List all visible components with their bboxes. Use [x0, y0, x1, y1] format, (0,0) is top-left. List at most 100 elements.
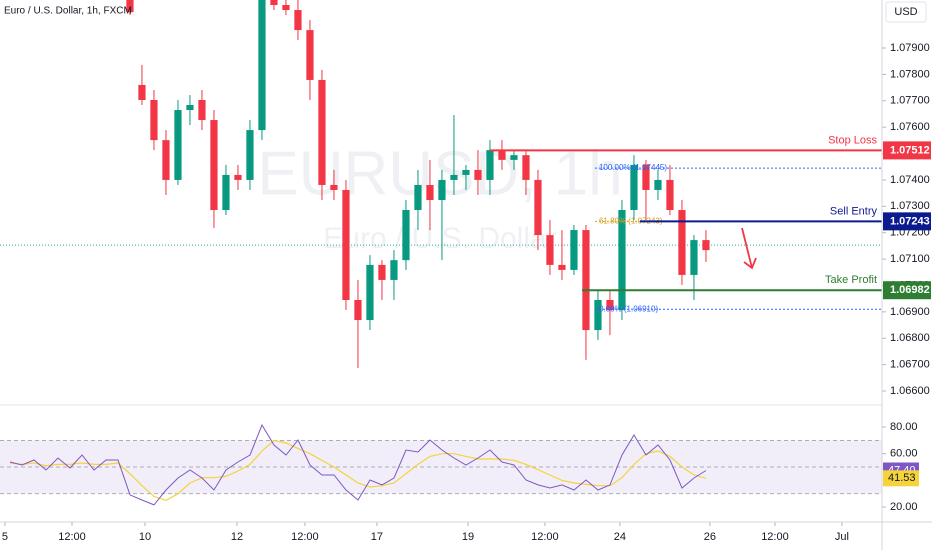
candle-body [138, 84, 146, 100]
x-tick-label: 24 [614, 531, 626, 543]
candle-body [258, 0, 266, 131]
candle-body [510, 155, 518, 160]
y-tick-label: 1.07800 [890, 68, 930, 80]
fib-label: 61.80% (1.07243) [599, 216, 663, 225]
candle-body [570, 230, 578, 270]
candle-body [534, 179, 542, 236]
title-bg [0, 0, 120, 22]
candle-body [414, 184, 422, 211]
axes: 1.066001.067001.068001.069001.070001.071… [2, 42, 931, 543]
fib-label: 100.00% (1.07445) [599, 163, 667, 172]
y-tick-label: 1.07300 [890, 200, 930, 212]
candle-body [666, 179, 674, 211]
candle-body [126, 0, 134, 13]
level-value: 1.07243 [890, 215, 930, 227]
watermark-name: Euro / U.S. Dollar [323, 222, 556, 255]
y-tick-label: 1.07100 [890, 253, 930, 265]
candle-body [282, 5, 290, 11]
candle-body [558, 264, 566, 270]
candle-body [486, 150, 494, 180]
chart-title: Euro / U.S. Dollar, 1h, FXCM [4, 6, 132, 17]
currency-box[interactable] [885, 1, 927, 23]
candle-body [162, 140, 170, 180]
candle-body [330, 184, 338, 190]
candle-body [294, 10, 302, 31]
x-tick-label: 10 [139, 531, 151, 543]
candle-body [522, 155, 530, 180]
candle-body [654, 179, 662, 190]
x-tick-label: 12:00 [291, 531, 319, 543]
candle-body [198, 99, 206, 121]
candle-body [642, 164, 650, 190]
y-tick-label: 60.00 [890, 448, 918, 460]
x-tick-label: 5 [2, 531, 8, 543]
candle-body [546, 235, 554, 265]
down-arrow [741, 227, 757, 270]
candle-body [342, 189, 350, 300]
level-value: 1.06982 [890, 284, 930, 296]
x-tick-label: 12:00 [761, 531, 789, 543]
x-tick-label: 12:00 [531, 531, 559, 543]
x-tick-label: Jul [835, 531, 849, 543]
candle-body [498, 150, 506, 160]
candle-body [462, 169, 470, 175]
rsi-line [9, 423, 707, 506]
y-tick-label: 80.00 [890, 421, 918, 433]
rsi-line [9, 439, 707, 502]
y-tick-label: 20.00 [890, 501, 918, 513]
candle-body [378, 264, 386, 280]
level-value: 1.07512 [890, 144, 930, 156]
candle-body [450, 174, 458, 180]
last-value: 41.53 [888, 472, 916, 484]
candle-body [606, 299, 614, 311]
candle-body [234, 174, 242, 180]
candle-body [402, 210, 410, 261]
candle-body [174, 110, 182, 180]
level-name: Take Profit [825, 274, 877, 286]
candle-body [426, 184, 434, 200]
x-tick-label: 26 [704, 531, 716, 543]
y-tick-label: 1.06600 [890, 385, 930, 397]
candle-body [306, 30, 314, 80]
candle-body [390, 260, 398, 280]
level-tag [883, 141, 931, 160]
candle-body [270, 0, 278, 6]
candle-body [630, 164, 638, 211]
candle-body [222, 174, 230, 211]
candle-body [186, 105, 194, 111]
candle-body [210, 120, 218, 211]
candle-body [582, 230, 590, 331]
currency: USD [894, 6, 917, 18]
candle-body [678, 210, 686, 275]
candle-body [690, 240, 698, 275]
level-tag [883, 212, 931, 231]
x-tick-label: 17 [371, 531, 383, 543]
candle-body [318, 79, 326, 185]
x-tick-label: 12 [231, 531, 243, 543]
candle-body [702, 240, 710, 251]
fib-label: 0.00% (1.06910) [599, 304, 658, 313]
candle-body [354, 299, 362, 321]
price-pane: 100.00% (1.07445) 61.80% (1.07243) 0.00% (… [0, 0, 882, 369]
x-tick-label: 12:00 [58, 531, 86, 543]
level-name: Sell Entry [830, 205, 878, 217]
y-tick-label: 1.07600 [890, 121, 930, 133]
candle-body [474, 169, 482, 180]
y-tick-label: 1.07900 [890, 42, 930, 54]
y-tick-label: 1.06700 [890, 359, 930, 371]
y-tick-label: 1.07700 [890, 95, 930, 107]
level-tag [883, 281, 931, 300]
y-tick-label: 1.06800 [890, 332, 930, 344]
candle-body [618, 210, 626, 311]
rsi-pane [0, 423, 882, 506]
y-tick-label: 1.06900 [890, 306, 930, 318]
last-value-tag [883, 470, 919, 487]
y-tick-label: 1.07400 [890, 174, 930, 186]
x-tick-label: 19 [462, 531, 474, 543]
candle-body [438, 179, 446, 200]
candle-body [246, 130, 254, 180]
candle-body [366, 264, 374, 321]
candle-body [594, 299, 602, 331]
